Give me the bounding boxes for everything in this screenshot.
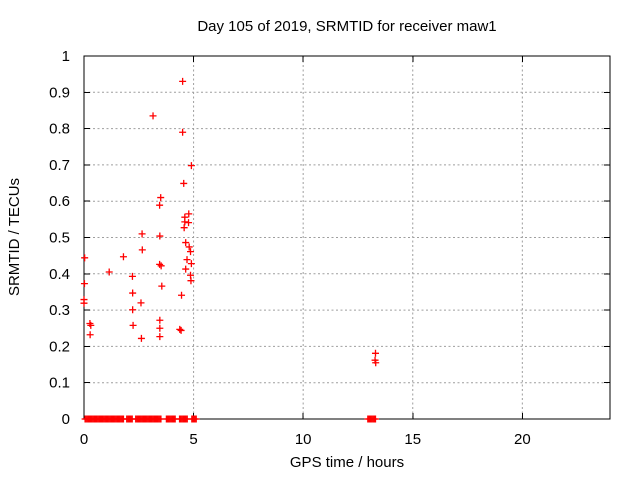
data-point: [156, 316, 164, 324]
data-point: [156, 201, 164, 209]
data-point: [187, 260, 195, 268]
data-point: [149, 112, 157, 120]
data-point: [185, 210, 193, 218]
data-point: [138, 230, 146, 238]
data-point: [183, 256, 191, 264]
y-axis-label: SRMTID / TECUs: [6, 178, 23, 296]
data-point: [178, 291, 186, 299]
zero-band-point: [371, 415, 379, 423]
data-point: [371, 349, 379, 357]
data-point: [180, 224, 188, 232]
data-point: [182, 265, 190, 273]
data-point: [180, 179, 188, 187]
data-point: [179, 77, 187, 85]
data-point: [187, 248, 195, 256]
data-point: [80, 280, 88, 288]
data-point: [185, 243, 193, 251]
x-tick-label: 20: [514, 431, 531, 448]
data-point: [181, 218, 189, 226]
data-point: [176, 325, 184, 333]
y-tick-label: 0.7: [49, 157, 70, 174]
data-point: [156, 333, 164, 341]
y-tick-label: 0.8: [49, 121, 70, 138]
x-tick-label: 5: [189, 431, 197, 448]
grid-lines: [84, 56, 610, 419]
chart-title: Day 105 of 2019, SRMTID for receiver maw…: [197, 18, 496, 35]
data-point: [80, 299, 88, 307]
data-point: [182, 239, 190, 247]
y-tick-label: 1: [62, 48, 70, 65]
data-point: [158, 282, 166, 290]
data-point: [187, 162, 195, 170]
data-point: [87, 321, 95, 329]
y-tick-label: 0: [62, 411, 70, 428]
data-point: [179, 128, 187, 136]
data-point: [137, 334, 145, 342]
y-tick-label: 0.4: [49, 266, 70, 283]
data-point: [138, 246, 146, 254]
y-tick-label: 0.9: [49, 84, 70, 101]
data-point: [187, 277, 195, 285]
data-point: [156, 324, 164, 332]
data-point: [105, 268, 113, 276]
y-tick-label: 0.2: [49, 338, 70, 355]
data-point: [129, 321, 137, 329]
y-tick-label: 0.3: [49, 302, 70, 319]
y-tick-label: 0.1: [49, 375, 70, 392]
data-point: [129, 306, 137, 314]
x-tick-label: 10: [295, 431, 312, 448]
data-points: [80, 77, 380, 423]
data-point: [129, 289, 137, 297]
data-point: [81, 254, 89, 262]
zero-band-point: [192, 415, 200, 423]
data-point: [157, 194, 165, 202]
data-point: [128, 272, 136, 280]
x-axis-label: GPS time / hours: [290, 454, 404, 471]
y-tick-label: 0.6: [49, 193, 70, 210]
data-point: [137, 299, 145, 307]
data-point: [156, 232, 164, 240]
data-point: [156, 260, 164, 268]
data-point: [86, 331, 94, 339]
data-point: [372, 359, 380, 367]
data-point: [119, 253, 127, 261]
axes-and-ticks: 0 5 10 15 20 0 0.1 0.2 0.3 0.4 0.5 0.6 0.7 0.8 0.9 1: [49, 48, 611, 448]
x-tick-label: 0: [80, 431, 88, 448]
data-point: [185, 219, 193, 227]
data-point: [177, 326, 185, 334]
y-tick-label: 0.5: [49, 230, 70, 247]
x-tick-label: 15: [404, 431, 421, 448]
data-point: [157, 262, 165, 270]
